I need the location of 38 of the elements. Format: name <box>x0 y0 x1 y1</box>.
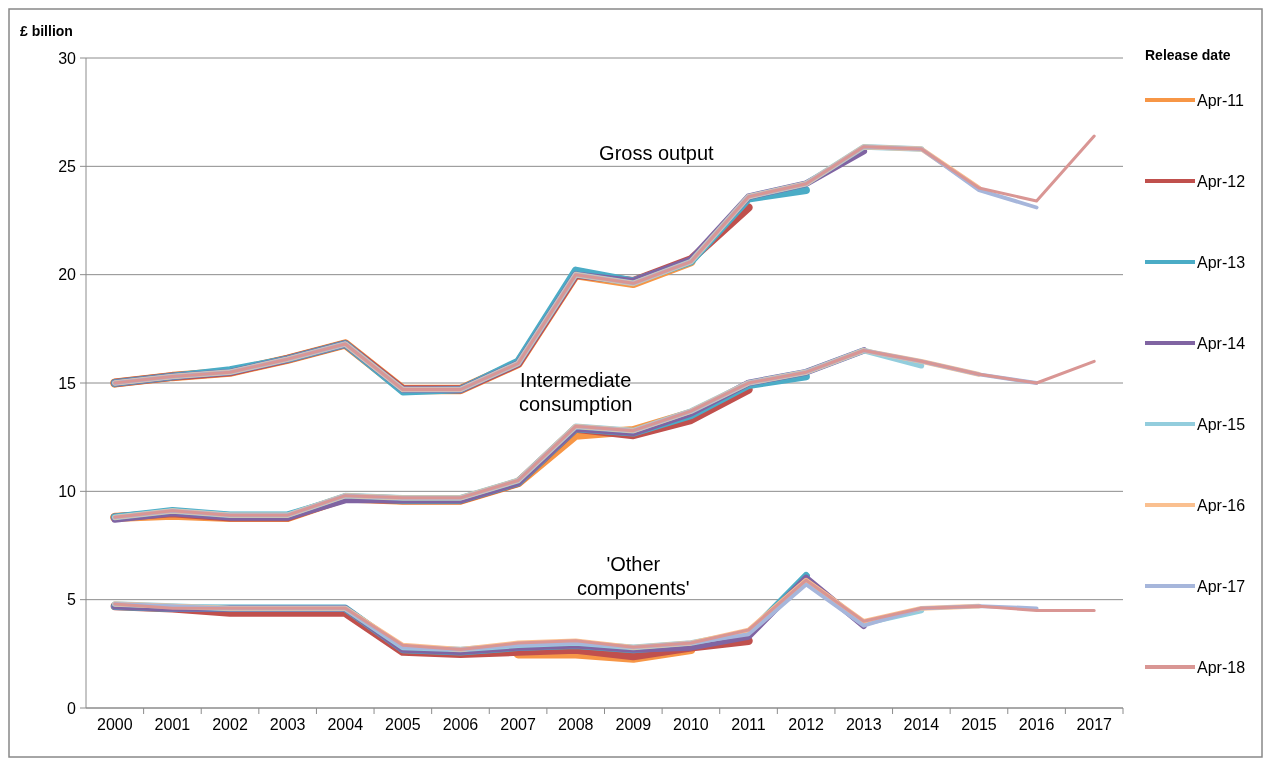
x-tick-label: 2008 <box>557 716 594 733</box>
legend-label: Apr-14 <box>1197 334 1246 352</box>
x-tick-label: 2006 <box>442 716 479 733</box>
x-tick-label: 2014 <box>903 716 940 733</box>
y-tick-label: 0 <box>67 699 77 717</box>
x-tick-label: 2010 <box>673 716 709 733</box>
y-tick-label: 15 <box>58 374 77 392</box>
legend-label: Apr-15 <box>1197 415 1246 433</box>
x-tick-label: 2007 <box>500 716 536 733</box>
legend-label: Apr-16 <box>1197 496 1246 514</box>
y-tick-label: 25 <box>58 157 77 175</box>
x-tick-label: 2012 <box>788 716 825 733</box>
legend-label: Apr-13 <box>1197 253 1246 271</box>
x-tick-label: 2009 <box>615 716 652 733</box>
x-tick-label: 2011 <box>731 716 766 733</box>
y-tick-label: 5 <box>67 591 77 609</box>
y-tick-label: 30 <box>58 49 77 67</box>
x-tick-label: 2013 <box>845 716 882 733</box>
y-tick-label: 10 <box>58 482 77 500</box>
y-tick-label: 20 <box>58 266 77 284</box>
x-tick-label: 2003 <box>269 716 306 733</box>
annotation: Gross output <box>599 141 715 164</box>
x-tick-label: 2000 <box>97 716 133 733</box>
legend-label: Apr-17 <box>1197 577 1246 595</box>
x-tick-label: 2002 <box>212 716 248 733</box>
annotation: 'Other components' <box>576 553 690 600</box>
legend-label: Apr-11 <box>1197 91 1244 109</box>
x-tick-label: 2017 <box>1076 716 1113 733</box>
y-axis-title: £ billion <box>20 23 73 39</box>
x-tick-label: 2004 <box>327 716 364 733</box>
legend-title: Release date <box>1145 47 1231 63</box>
legend-label: Apr-18 <box>1197 658 1246 676</box>
annotation: Intermediate consumption <box>518 369 633 416</box>
x-tick-label: 2016 <box>1018 716 1055 733</box>
x-tick-label: 2001 <box>154 716 191 733</box>
legend-label: Apr-12 <box>1197 172 1246 190</box>
x-tick-label: 2005 <box>385 716 421 733</box>
x-tick-label: 2015 <box>961 716 997 733</box>
